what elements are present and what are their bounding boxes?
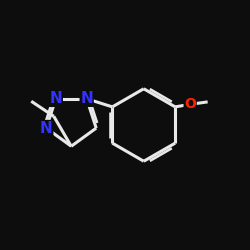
- Text: N: N: [80, 91, 93, 106]
- Text: N: N: [50, 91, 62, 106]
- Text: N: N: [40, 120, 53, 136]
- Text: O: O: [184, 97, 196, 112]
